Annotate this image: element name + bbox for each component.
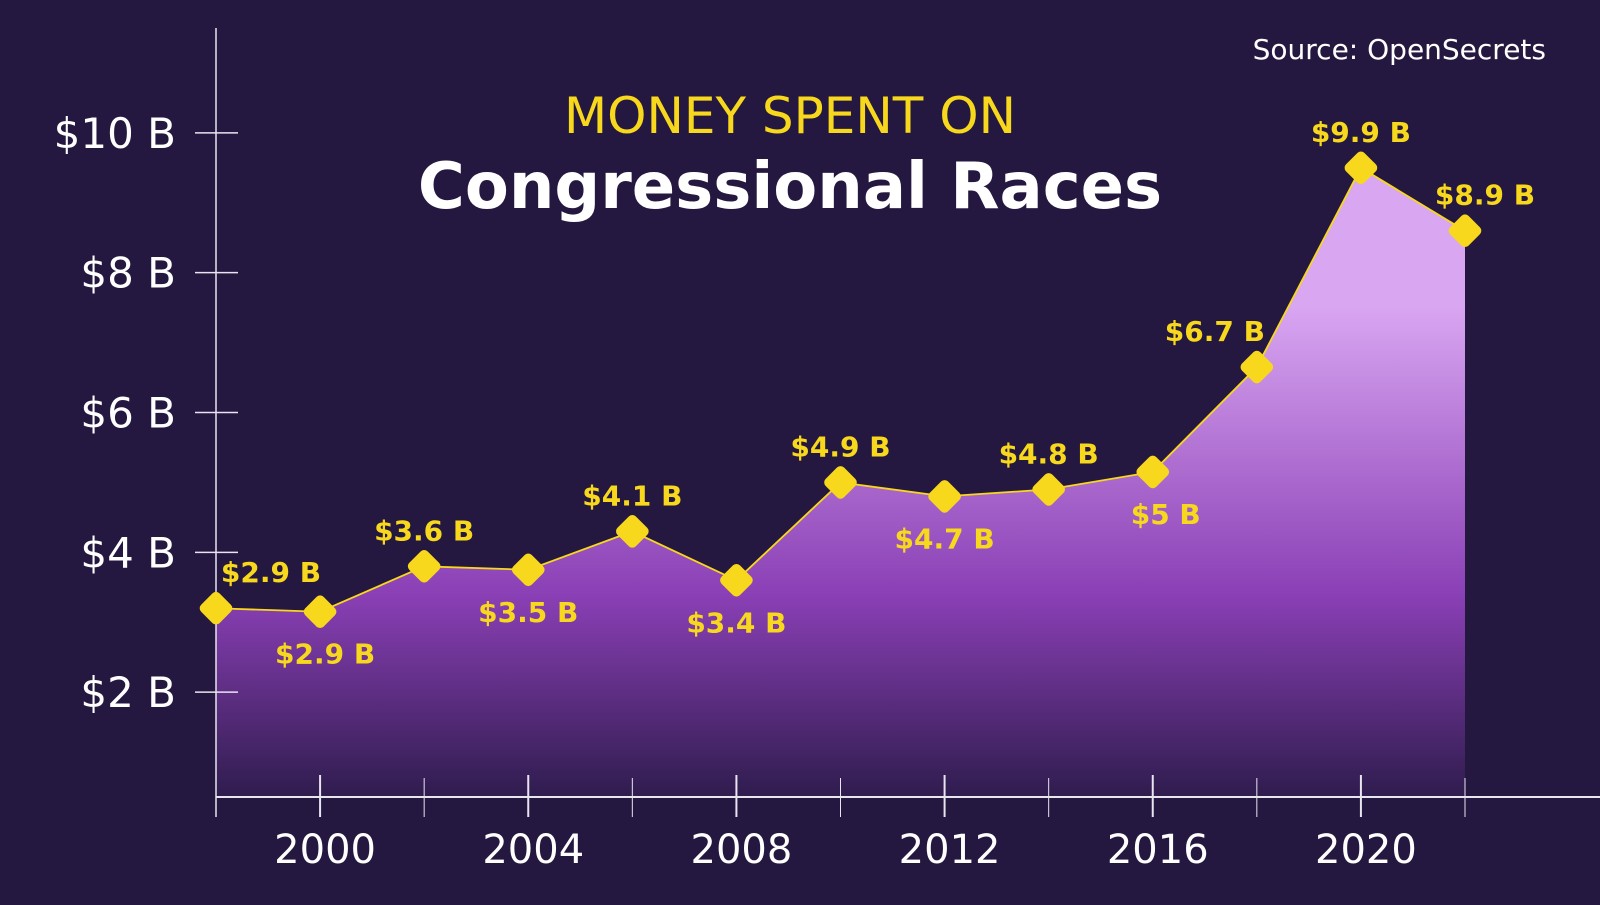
data-point: [1136, 455, 1170, 489]
data-point: [824, 466, 857, 499]
data-point: [303, 595, 337, 629]
y-tick-label: $2 B: [80, 668, 176, 717]
data-point: [616, 515, 649, 548]
y-tick-label: $6 B: [80, 389, 176, 438]
data-label: $2.9 B: [275, 638, 375, 671]
x-tick-label: 2016: [1107, 827, 1209, 873]
data-label: $4.8 B: [999, 437, 1099, 470]
x-tick-label: 2012: [899, 827, 1001, 873]
data-label: $8.9 B: [1435, 179, 1535, 212]
chart-subtitle: Congressional Races: [418, 150, 1162, 224]
data-label: $4.1 B: [582, 479, 682, 512]
data-point: [720, 563, 753, 597]
y-tick-label: $10 B: [54, 109, 176, 158]
data-label: $3.5 B: [478, 596, 578, 629]
data-label: $6.7 B: [1165, 315, 1265, 348]
x-tick-label: 2020: [1315, 827, 1417, 873]
data-label: $3.4 B: [686, 606, 786, 639]
data-point: [407, 549, 441, 583]
data-point: [1240, 350, 1274, 384]
data-point: [1448, 214, 1482, 248]
data-label: $9.9 B: [1311, 116, 1411, 149]
y-tick-label: $4 B: [80, 528, 176, 577]
data-point: [511, 553, 545, 587]
data-label: $4.9 B: [790, 430, 890, 463]
data-point: [1032, 473, 1065, 506]
data-point: [199, 591, 233, 625]
x-tick-label: 2004: [482, 827, 584, 873]
x-tick-label: 2008: [691, 827, 793, 873]
data-label: $4.7 B: [894, 522, 994, 555]
chart-title: MONEY SPENT ON: [564, 87, 1016, 145]
data-label: $2.9 B: [221, 556, 321, 589]
source-note: Source: OpenSecrets: [1253, 33, 1546, 66]
data-point: [1344, 151, 1378, 185]
x-tick-label: 2000: [274, 827, 376, 873]
data-label: $5 B: [1131, 498, 1201, 531]
data-point: [928, 480, 961, 513]
y-tick-label: $8 B: [80, 249, 176, 298]
data-label: $3.6 B: [374, 514, 474, 547]
